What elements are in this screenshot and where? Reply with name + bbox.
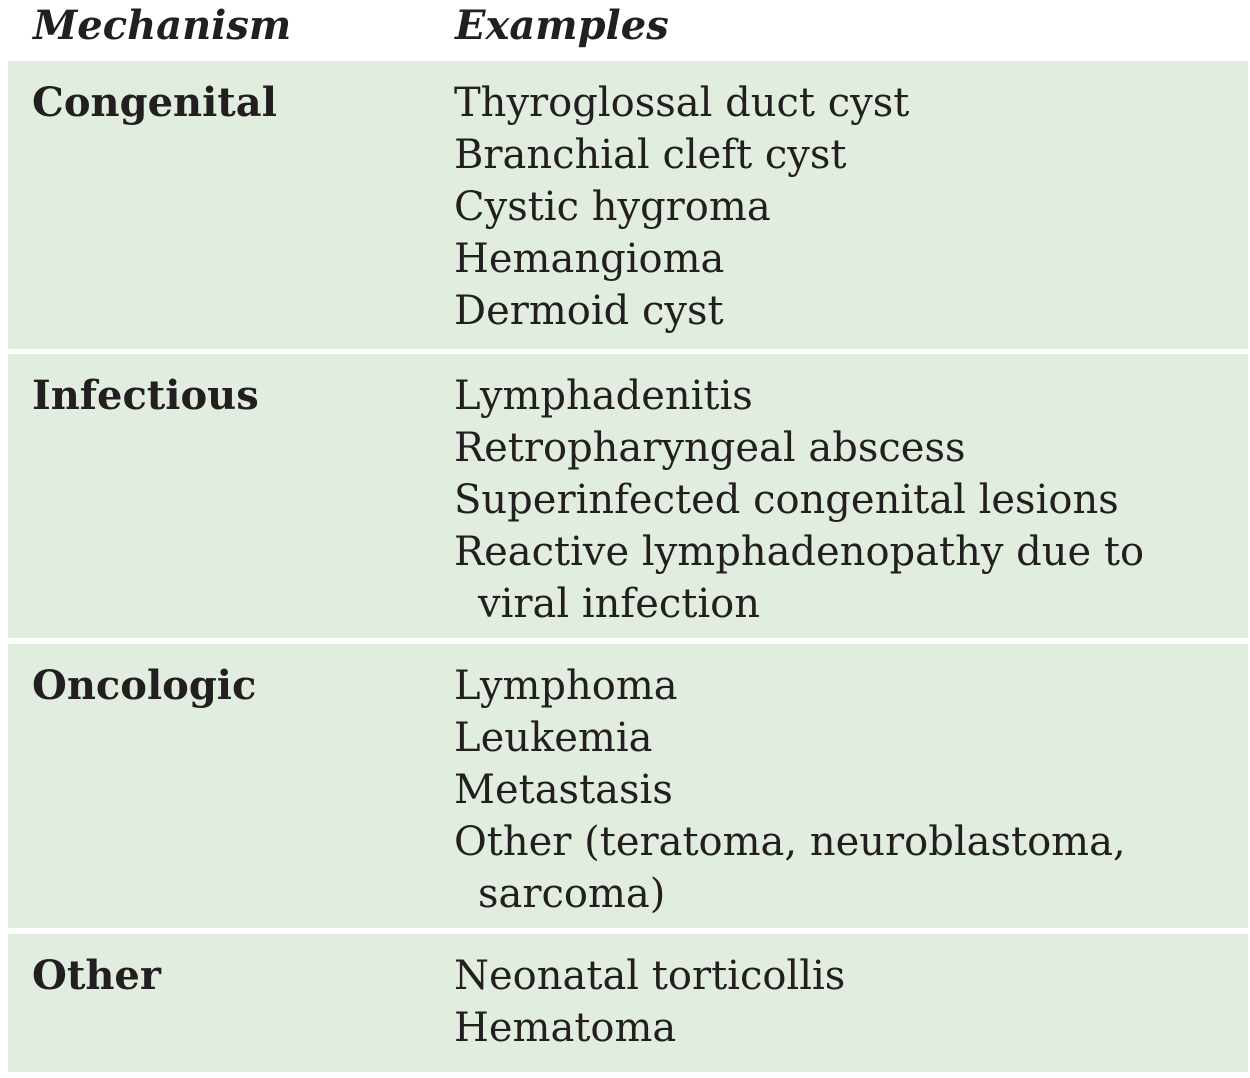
table-row-infectious: Infectious Lymphadenitis Retropharyngeal…	[8, 354, 1248, 638]
examples-list: Lymphadenitis Retropharyngeal abscess Su…	[454, 370, 1144, 630]
mechanism-cell: Other	[32, 952, 161, 999]
examples-list: Lymphoma Leukemia Metastasis Other (tera…	[454, 660, 1126, 920]
example-line: Reactive lymphadenopathy due to	[454, 529, 1145, 575]
example-line: Leukemia	[454, 715, 653, 761]
example-item: Lymphadenitis	[454, 370, 1144, 422]
column-header-examples: Examples	[455, 2, 669, 49]
example-item: Branchial cleft cyst	[454, 129, 909, 181]
example-line: Hemangioma	[454, 236, 725, 282]
example-line: Lymphoma	[454, 663, 678, 709]
example-line: Superinfected congenital lesions	[454, 477, 1119, 523]
example-item: Reactive lymphadenopathy due to viral in…	[454, 526, 1144, 630]
example-line: Metastasis	[454, 767, 673, 813]
examples-list: Neonatal torticollis Hematoma	[454, 950, 845, 1054]
example-item: Hematoma	[454, 1002, 845, 1054]
example-line-continuation: sarcoma)	[478, 871, 666, 917]
mechanism-cell: Infectious	[32, 372, 259, 419]
table-row-oncologic: Oncologic Lymphoma Leukemia Metastasis O…	[8, 644, 1248, 928]
mechanism-cell: Congenital	[32, 79, 277, 126]
example-item: Dermoid cyst	[454, 285, 909, 337]
example-line: Cystic hygroma	[454, 184, 771, 230]
table-row-other: Other Neonatal torticollis Hematoma	[8, 934, 1248, 1072]
example-line: Thyroglossal duct cyst	[454, 80, 910, 126]
example-item: Thyroglossal duct cyst	[454, 77, 909, 129]
example-item: Other (teratoma, neuroblastoma, sarcoma)	[454, 816, 1126, 920]
example-line: Retropharyngeal abscess	[454, 425, 966, 471]
mechanism-cell: Oncologic	[32, 662, 257, 709]
example-line: Neonatal torticollis	[454, 953, 846, 999]
example-line-continuation: viral infection	[478, 581, 761, 627]
example-item: Leukemia	[454, 712, 1126, 764]
column-header-mechanism: Mechanism	[33, 2, 292, 49]
example-item: Metastasis	[454, 764, 1126, 816]
table-header: Mechanism Examples	[0, 0, 1250, 60]
example-item: Hemangioma	[454, 233, 909, 285]
example-item: Cystic hygroma	[454, 181, 909, 233]
table-row-congenital: Congenital Thyroglossal duct cyst Branch…	[8, 61, 1248, 349]
example-line: Other (teratoma, neuroblastoma,	[454, 819, 1126, 865]
example-line: Hematoma	[454, 1005, 677, 1051]
example-line: Lymphadenitis	[454, 373, 753, 419]
examples-list: Thyroglossal duct cyst Branchial cleft c…	[454, 77, 909, 337]
example-line: Dermoid cyst	[454, 288, 724, 334]
example-item: Superinfected congenital lesions	[454, 474, 1144, 526]
example-item: Neonatal torticollis	[454, 950, 845, 1002]
example-line: Branchial cleft cyst	[454, 132, 847, 178]
example-item: Lymphoma	[454, 660, 1126, 712]
example-item: Retropharyngeal abscess	[454, 422, 1144, 474]
